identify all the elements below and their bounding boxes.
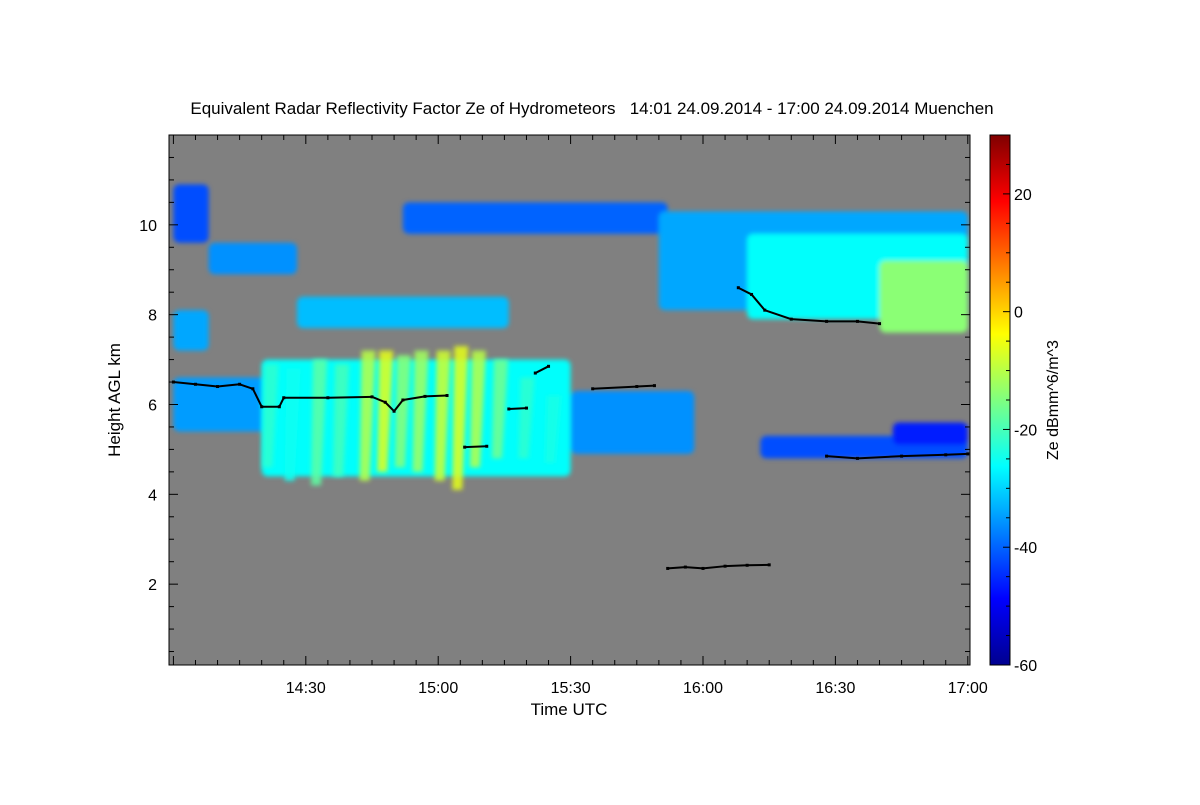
echo-region (403, 202, 668, 233)
echo-region (209, 243, 297, 274)
cloud-base-point (384, 401, 387, 404)
cloud-base-segment (509, 408, 527, 409)
colorbar-tick-label: 20 (1014, 187, 1032, 204)
echo-region (297, 297, 509, 328)
cloud-base-segment (668, 567, 686, 568)
echo-region (880, 261, 968, 333)
cloud-base-point (194, 383, 197, 386)
y-tick-label: 6 (148, 397, 157, 414)
cloud-base-point (216, 385, 219, 388)
cloud-base-point (684, 566, 687, 569)
y-tick-label: 8 (148, 308, 157, 325)
colorbar-label: Ze dBmm^6/m^3 (1045, 340, 1062, 460)
y-tick-label: 10 (139, 218, 157, 235)
cloud-base-point (401, 399, 404, 402)
colorbar-tick-label: -60 (1014, 658, 1037, 675)
cloud-base-point (653, 384, 656, 387)
cloud-base-point (525, 407, 528, 410)
cloud-base-point (591, 387, 594, 390)
cloud-base-point (260, 405, 263, 408)
cloud-base-segment (946, 454, 968, 455)
cloud-base-point (737, 286, 740, 289)
cloud-base-segment (637, 386, 655, 387)
cloud-base-segment (725, 565, 747, 566)
cloud-base-point (825, 320, 828, 323)
cloud-base-point (763, 309, 766, 312)
cloud-base-segment (685, 567, 703, 568)
cloud-base-segment (328, 397, 372, 398)
x-tick-label: 17:00 (948, 680, 988, 697)
cloud-base-point (238, 383, 241, 386)
echo-region (173, 310, 208, 350)
cloud-base-point (750, 293, 753, 296)
x-tick-label: 15:00 (418, 680, 458, 697)
cloud-base-point (825, 455, 828, 458)
cloud-base-point (944, 453, 947, 456)
cloud-base-point (878, 322, 881, 325)
cloud-base-point (446, 394, 449, 397)
chart-title: Equivalent Radar Reflectivity Factor Ze … (190, 99, 993, 118)
echo-region (893, 422, 968, 444)
cloud-base-point (393, 410, 396, 413)
cloud-base-segment (465, 446, 487, 447)
cloud-base-point (371, 395, 374, 398)
cloud-base-point (635, 385, 638, 388)
cloud-base-point (702, 567, 705, 570)
y-tick-label: 4 (148, 487, 157, 504)
echo-region (173, 184, 208, 242)
cloud-base-point (547, 365, 550, 368)
cloud-base-point (507, 407, 510, 410)
cloud-base-point (463, 446, 466, 449)
echo-region (571, 391, 695, 454)
cloud-base-point (724, 565, 727, 568)
x-axis-label: Time UTC (531, 700, 608, 719)
x-tick-label: 16:00 (683, 680, 723, 697)
cloud-base-point (966, 452, 969, 455)
cloud-base-point (534, 372, 537, 375)
cloud-base-point (856, 320, 859, 323)
colorbar-tick-label: -20 (1014, 422, 1037, 439)
y-axis-label: Height AGL km (105, 343, 124, 457)
x-tick-label: 16:30 (815, 680, 855, 697)
cloud-base-point (900, 455, 903, 458)
cloud-base-point (768, 563, 771, 566)
cloud-base-point (282, 396, 285, 399)
cloud-base-point (746, 564, 749, 567)
cloud-base-point (856, 457, 859, 460)
x-tick-label: 14:30 (286, 680, 326, 697)
cloud-base-segment (425, 396, 447, 397)
cloud-base-point (790, 318, 793, 321)
cloud-base-point (278, 405, 281, 408)
cloud-base-point (666, 567, 669, 570)
cloud-base-point (251, 387, 254, 390)
cloud-base-point (485, 445, 488, 448)
y-tick-label: 2 (148, 577, 157, 594)
colorbar-tick-label: -40 (1014, 540, 1037, 557)
cloud-base-point (423, 395, 426, 398)
cloud-base-point (326, 396, 329, 399)
cloud-base-segment (902, 455, 946, 456)
x-tick-label: 15:30 (551, 680, 591, 697)
colorbar-tick-label: 0 (1014, 305, 1023, 322)
